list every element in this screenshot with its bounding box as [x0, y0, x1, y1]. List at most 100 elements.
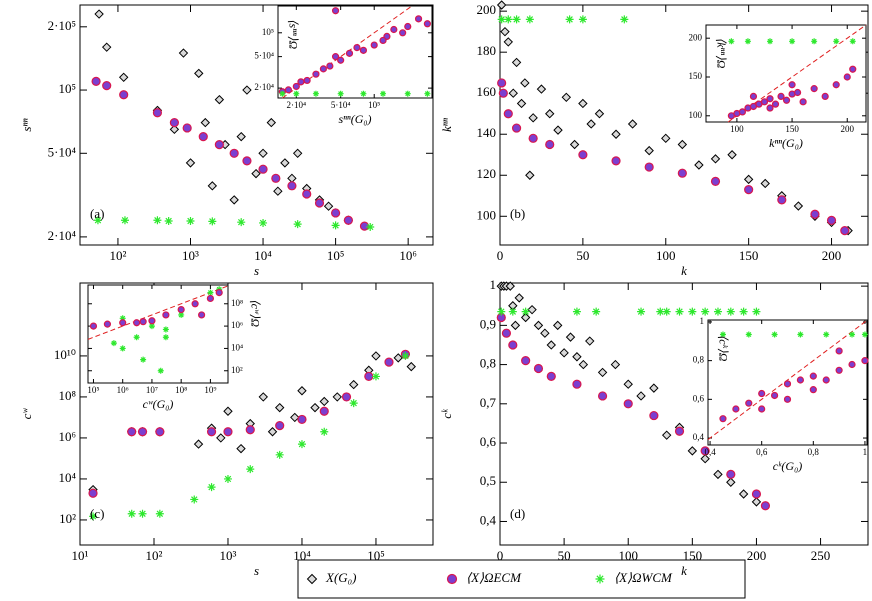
- circle-marker: [732, 405, 740, 413]
- diamond-marker: [236, 131, 246, 142]
- circle-marker: [835, 366, 843, 374]
- x-axis-label: sⁿⁿ(G₀): [338, 112, 371, 126]
- diamond-marker: [687, 446, 698, 456]
- x-tick-label: 0: [497, 548, 504, 563]
- diamond-marker: [496, 0, 507, 10]
- x-axis-label: s: [254, 263, 259, 278]
- panel-label: (d): [510, 506, 525, 521]
- y-axis-label: ⟨cʷ⟩Ω: [248, 299, 262, 327]
- circle-marker: [726, 469, 736, 480]
- diamond-marker: [569, 139, 580, 150]
- y-tick-label: 10⁸: [58, 388, 76, 403]
- circle-marker: [783, 395, 792, 403]
- asterisk-marker: [208, 217, 217, 226]
- diamond-marker: [520, 78, 530, 88]
- x-tick-label: 200: [747, 548, 767, 563]
- asterisk-marker: [572, 307, 581, 316]
- y-tick-label: 10²: [231, 365, 243, 375]
- circle-marker: [242, 156, 252, 166]
- x-tick-label: 10⁵: [327, 248, 345, 263]
- diamond-marker: [178, 48, 189, 58]
- asterisk-marker: [380, 90, 387, 97]
- circle-marker: [766, 95, 774, 103]
- asterisk-marker: [701, 307, 710, 316]
- circle-marker: [528, 133, 538, 143]
- asterisk-marker: [337, 90, 344, 97]
- asterisk-marker: [595, 574, 605, 584]
- circle-marker: [214, 139, 224, 150]
- diamond-marker: [306, 573, 318, 585]
- circle-marker: [88, 488, 98, 498]
- circle-marker: [148, 317, 156, 325]
- x-tick-label: 10⁵: [87, 385, 99, 395]
- y-tick-label: 150: [689, 71, 703, 81]
- circle-marker: [379, 36, 387, 45]
- diamond-marker: [505, 281, 515, 291]
- diamond-marker: [290, 412, 300, 423]
- diamond-marker: [546, 340, 556, 350]
- asterisk-marker: [89, 512, 98, 521]
- diamond-marker: [597, 367, 608, 378]
- asterisk-marker: [789, 38, 796, 45]
- circle-marker: [511, 123, 522, 133]
- asterisk-marker: [849, 331, 856, 338]
- x-tick-label: 150: [785, 124, 799, 134]
- diamond-marker: [273, 186, 283, 196]
- circle-marker: [303, 76, 311, 85]
- circle-marker: [353, 43, 361, 52]
- y-tick-label: 0,9: [480, 316, 496, 331]
- circle-marker: [370, 41, 378, 49]
- diamond-marker: [751, 497, 762, 507]
- circle-marker: [758, 405, 766, 413]
- y-tick-label: 200: [689, 32, 703, 42]
- diamond-marker: [649, 383, 659, 393]
- y-tick-label: 2·10⁴: [48, 228, 77, 243]
- asterisk-marker: [110, 340, 117, 347]
- asterisk-marker: [656, 307, 665, 316]
- circle-marker: [292, 82, 300, 91]
- diamond-marker: [207, 181, 218, 191]
- y-tick-label: 1: [490, 277, 497, 292]
- asterisk-marker: [744, 38, 751, 45]
- circle-marker: [766, 104, 774, 112]
- y-tick-label: 160: [477, 84, 497, 99]
- diamond-marker: [236, 443, 246, 454]
- diamond-marker: [94, 9, 104, 19]
- circle-marker: [102, 80, 112, 91]
- x-tick-label: 10⁵: [367, 548, 385, 563]
- x-tick-label: 10¹: [72, 548, 89, 563]
- asterisk-marker: [592, 307, 601, 316]
- diamond-marker: [514, 293, 524, 303]
- x-tick-label: 10⁶: [399, 248, 417, 263]
- y-tick-label: 5·10⁴: [254, 51, 274, 61]
- x-tick-label: 1: [863, 447, 868, 457]
- asterisk-marker: [93, 216, 102, 225]
- circle-marker: [302, 189, 312, 199]
- circle-marker: [359, 221, 370, 231]
- diamond-marker: [266, 117, 277, 128]
- circle-marker: [777, 92, 785, 100]
- diamond-marker: [743, 174, 754, 185]
- circle-marker: [275, 420, 285, 431]
- x-axis-label: k: [681, 263, 687, 278]
- plot-frame: [87, 284, 229, 384]
- diamond-marker: [258, 148, 268, 159]
- asterisk-marker: [861, 331, 868, 338]
- circle-marker: [788, 81, 796, 89]
- circle-marker: [364, 371, 374, 382]
- circle-marker: [644, 162, 654, 172]
- circle-marker: [783, 380, 792, 388]
- diamond-marker: [242, 85, 252, 95]
- circle-marker: [623, 399, 633, 409]
- circle-marker: [287, 181, 297, 191]
- diamond-marker: [594, 109, 605, 119]
- circle-marker: [611, 156, 621, 166]
- diamond-marker: [694, 160, 704, 170]
- circle-marker: [498, 88, 508, 98]
- y-tick-label: 10⁵: [58, 81, 76, 96]
- x-tick-label: 0,4: [704, 447, 716, 457]
- asterisk-marker: [713, 307, 722, 316]
- x-tick-label: 10²: [146, 548, 163, 563]
- diamond-marker: [565, 332, 576, 342]
